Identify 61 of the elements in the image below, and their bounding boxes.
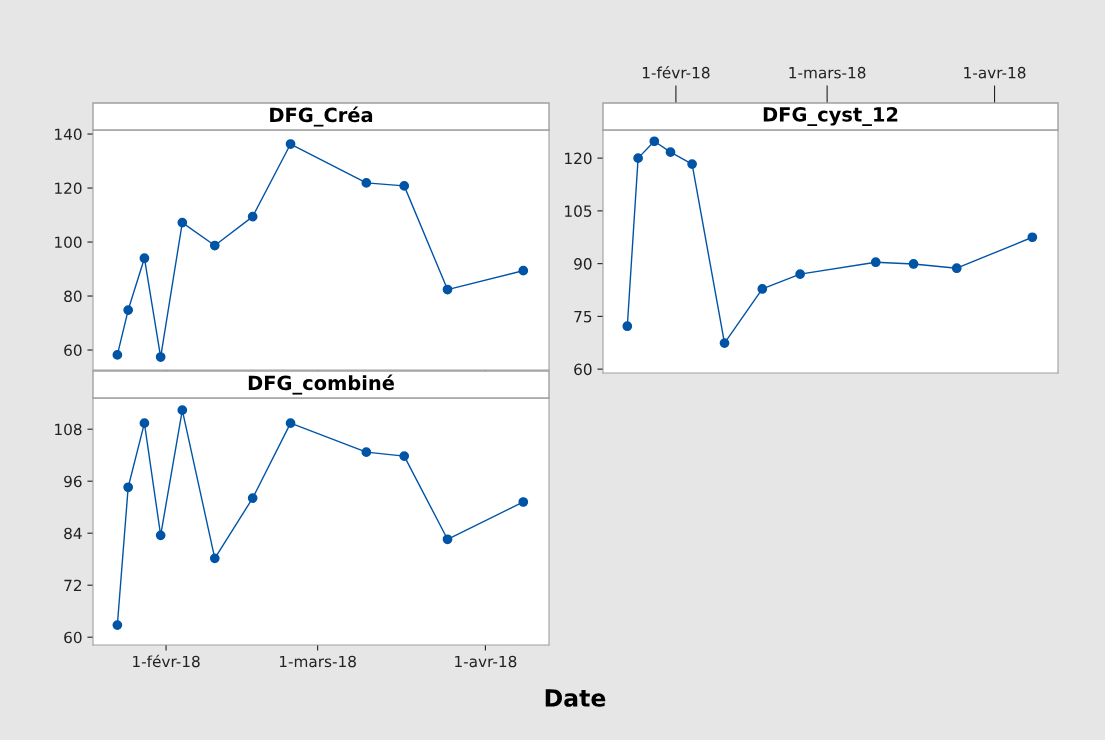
point xyxy=(361,447,372,458)
y-tick-label: 100 xyxy=(55,236,82,249)
point xyxy=(518,497,529,507)
point xyxy=(908,259,919,269)
point xyxy=(795,269,805,280)
point xyxy=(112,350,123,360)
x-tick-label: 1-févr-18 xyxy=(642,65,710,79)
point xyxy=(665,147,676,158)
point xyxy=(442,534,453,545)
y-tick-label: 60 xyxy=(64,344,82,357)
y-tick-label: 105 xyxy=(565,205,592,217)
y-tick-label: 120 xyxy=(55,182,82,195)
point xyxy=(633,153,643,163)
point xyxy=(951,263,962,274)
point xyxy=(1027,232,1038,243)
y-tick-label: 84 xyxy=(64,527,82,540)
x-tick-label: 1-mars-18 xyxy=(279,655,356,668)
point xyxy=(209,553,220,564)
point xyxy=(285,418,296,428)
point xyxy=(399,181,410,191)
point xyxy=(649,136,660,147)
x-axis-title: Date xyxy=(545,689,606,707)
point xyxy=(247,211,258,222)
point xyxy=(155,530,166,541)
y-tick-label: 90 xyxy=(574,258,592,270)
y-tick-label: 96 xyxy=(64,475,82,488)
point xyxy=(177,405,188,415)
point xyxy=(112,620,123,630)
chart-title: DFG_Créa xyxy=(270,106,373,127)
point xyxy=(247,493,258,503)
point xyxy=(361,178,372,188)
point xyxy=(719,338,730,348)
point xyxy=(155,352,166,362)
y-tick-label: 140 xyxy=(55,128,82,141)
y-tick-label: 60 xyxy=(64,631,82,644)
point xyxy=(123,305,134,315)
x-tick-label: 1-févr-18 xyxy=(133,654,200,668)
y-tick-label: 120 xyxy=(565,152,592,165)
point xyxy=(442,284,453,295)
y-tick-label: 80 xyxy=(64,290,82,303)
y-tick-label: 108 xyxy=(55,423,82,436)
x-tick-label: 1-avr-18 xyxy=(964,66,1026,79)
x-tick-label: 1-mars-18 xyxy=(789,66,866,79)
x-tick-label: 1-avr-18 xyxy=(455,655,517,668)
y-tick-label: 60 xyxy=(574,363,592,376)
point xyxy=(622,321,633,332)
chart-title: DFG_combiné xyxy=(248,374,394,395)
y-tick-label: 75 xyxy=(574,311,592,323)
point xyxy=(518,265,529,276)
chart-title: DFG_cyst_12 xyxy=(763,106,898,127)
point xyxy=(870,257,881,268)
point xyxy=(139,418,150,428)
point xyxy=(399,451,410,461)
point xyxy=(177,217,188,228)
point xyxy=(123,482,134,493)
point xyxy=(687,159,697,169)
point xyxy=(285,139,296,149)
point xyxy=(139,253,150,264)
point xyxy=(209,240,220,251)
point xyxy=(757,284,768,294)
y-tick-label: 72 xyxy=(64,579,82,591)
